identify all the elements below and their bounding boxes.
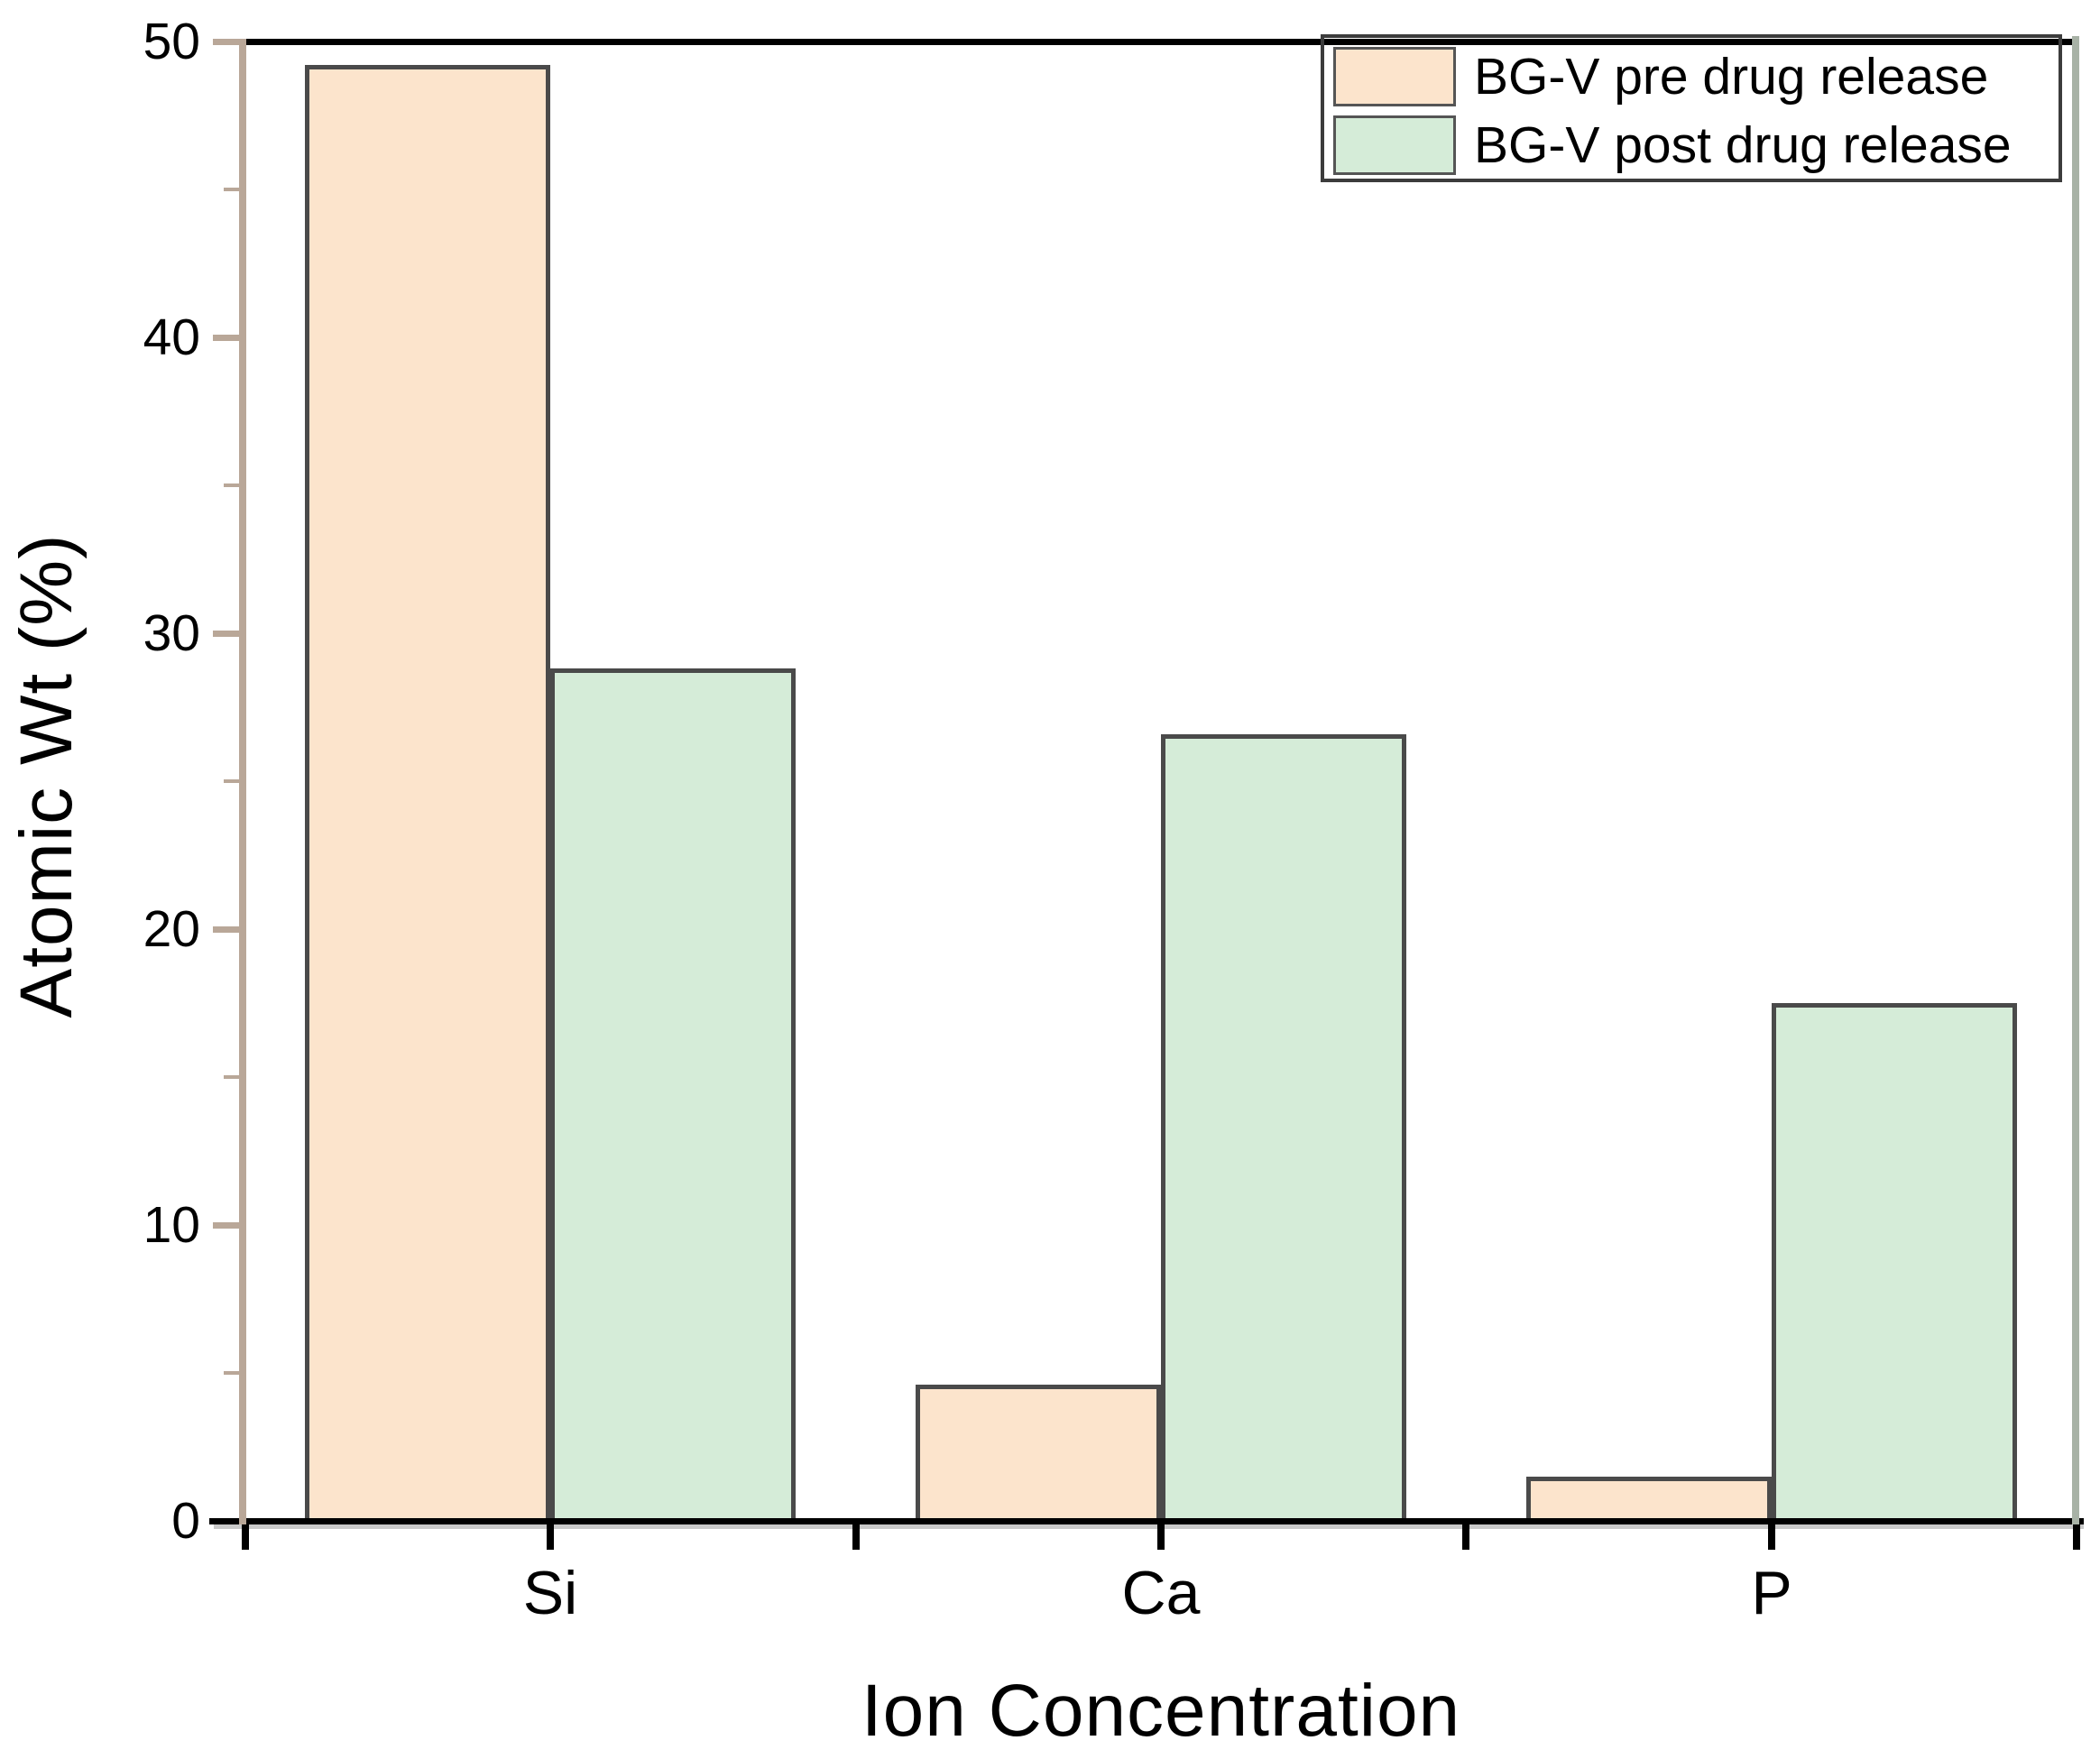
bar-si-pre	[305, 65, 550, 1521]
x-axis-line	[209, 1518, 2084, 1524]
y-tick-label-0: 0	[171, 1492, 200, 1550]
bar-p-post	[1772, 1003, 2017, 1521]
y-tick-label-20: 20	[143, 900, 200, 958]
y-major-tick-10	[213, 1222, 240, 1229]
y-minor-tick-35	[224, 483, 240, 487]
x-tick-2	[852, 1524, 860, 1550]
x-tick-1	[547, 1524, 554, 1550]
x-tick-0	[242, 1524, 249, 1550]
legend-item-pre-drug-release: BG-V pre drug release	[1333, 42, 2059, 111]
y-tick-label-40: 40	[143, 309, 200, 366]
y-axis-line	[239, 39, 246, 1524]
y-tick-label-30: 30	[143, 604, 200, 662]
legend-swatch-post	[1333, 115, 1456, 175]
y-minor-tick-15	[224, 1075, 240, 1079]
x-tick-3	[1157, 1524, 1165, 1550]
y-tick-label-10: 10	[143, 1196, 200, 1254]
y-minor-tick-5	[224, 1371, 240, 1375]
plot-right-border	[2072, 36, 2079, 1524]
y-major-tick-20	[213, 926, 240, 933]
legend-label-post: BG-V post drug release	[1474, 116, 2012, 174]
y-major-tick-50	[213, 39, 240, 45]
x-tick-4	[1462, 1524, 1469, 1550]
x-axis-title: Ion Concentration	[861, 1670, 1461, 1752]
x-category-label-ca: Ca	[1121, 1559, 1201, 1627]
bar-ca-pre	[916, 1385, 1161, 1521]
x-category-label-si: Si	[522, 1559, 578, 1627]
y-minor-tick-25	[224, 779, 240, 783]
x-tick-5	[1768, 1524, 1775, 1550]
y-tick-label-50: 50	[143, 13, 200, 70]
y-axis-title: Atomic Wt (%)	[5, 533, 88, 1018]
bar-p-pre	[1526, 1477, 1772, 1521]
x-tick-6	[2073, 1524, 2080, 1550]
legend-swatch-pre	[1333, 47, 1456, 106]
x-category-label-p: P	[1751, 1559, 1792, 1627]
y-major-tick-30	[213, 631, 240, 637]
legend: BG-V pre drug release BG-V post drug rele…	[1321, 34, 2062, 182]
bar-ca-post	[1161, 734, 1406, 1521]
legend-label-pre: BG-V pre drug release	[1474, 48, 1989, 106]
y-major-tick-40	[213, 335, 240, 341]
x-axis-shadow-line	[214, 1524, 2084, 1529]
plot-top-border	[243, 39, 2079, 45]
legend-item-post-drug-release: BG-V post drug release	[1333, 111, 2059, 180]
bar-si-post	[550, 668, 796, 1521]
y-minor-tick-45	[224, 188, 240, 191]
